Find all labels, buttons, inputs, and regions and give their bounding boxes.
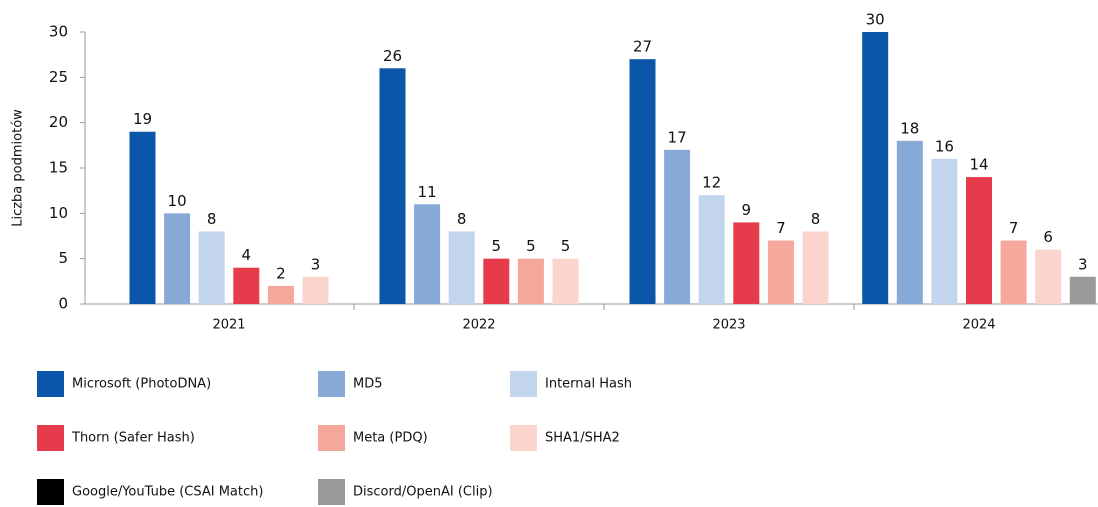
bar bbox=[517, 258, 544, 304]
data-label: 7 bbox=[1009, 219, 1019, 237]
bar bbox=[1000, 240, 1027, 304]
data-label: 9 bbox=[742, 201, 752, 219]
bar bbox=[896, 140, 923, 304]
bar bbox=[931, 158, 958, 304]
data-label: 8 bbox=[457, 210, 467, 228]
bar bbox=[629, 59, 656, 305]
data-label: 10 bbox=[168, 192, 187, 210]
data-label: 5 bbox=[492, 237, 502, 255]
data-label: 8 bbox=[207, 210, 217, 228]
data-label: 18 bbox=[900, 119, 919, 137]
y-tick-label: 0 bbox=[58, 295, 68, 313]
data-label: 19 bbox=[133, 110, 152, 128]
bar bbox=[129, 131, 156, 304]
x-tick-label: 2023 bbox=[712, 318, 745, 333]
bar bbox=[966, 177, 992, 304]
bar bbox=[483, 258, 510, 304]
legend-label: SHA1/SHA2 bbox=[545, 431, 620, 446]
data-label: 8 bbox=[811, 210, 821, 228]
data-label: 17 bbox=[668, 128, 687, 146]
bar bbox=[1035, 249, 1062, 304]
y-tick-label: 30 bbox=[49, 23, 68, 41]
data-label: 3 bbox=[311, 255, 321, 273]
y-tick-label: 15 bbox=[49, 159, 68, 177]
legend-label: MD5 bbox=[353, 377, 383, 392]
x-tick-label: 2024 bbox=[962, 318, 995, 333]
bar bbox=[164, 213, 191, 304]
legend-swatch bbox=[318, 425, 345, 451]
legend-swatch bbox=[37, 371, 64, 397]
legend-label: Thorn (Safer Hash) bbox=[71, 431, 195, 446]
data-label: 5 bbox=[526, 237, 536, 255]
bar bbox=[198, 231, 225, 304]
legend-label: Internal Hash bbox=[545, 377, 632, 392]
y-axis-label: Liczba podmiotów bbox=[11, 109, 26, 227]
bar bbox=[379, 68, 406, 305]
data-label: 12 bbox=[702, 174, 721, 192]
bar bbox=[767, 240, 794, 304]
legend-label: Microsoft (PhotoDNA) bbox=[72, 377, 211, 392]
data-label: 27 bbox=[633, 38, 652, 56]
legend-swatch bbox=[510, 425, 537, 451]
bar bbox=[698, 195, 725, 304]
legend-swatch bbox=[318, 371, 345, 397]
bar bbox=[862, 32, 889, 304]
data-label: 14 bbox=[969, 156, 988, 174]
x-tick-label: 2021 bbox=[212, 318, 245, 333]
legend-swatch bbox=[37, 425, 64, 451]
bar bbox=[414, 204, 441, 304]
data-label: 3 bbox=[1078, 255, 1088, 273]
data-label: 7 bbox=[776, 219, 786, 237]
legend-swatch bbox=[37, 479, 64, 505]
x-tick-label: 2022 bbox=[462, 318, 495, 333]
data-label: 6 bbox=[1043, 228, 1053, 246]
bar bbox=[664, 149, 691, 304]
legend-label: Meta (PDQ) bbox=[353, 431, 428, 446]
bar bbox=[1069, 276, 1096, 304]
y-tick-label: 10 bbox=[49, 204, 68, 222]
data-label: 5 bbox=[561, 237, 571, 255]
bar bbox=[733, 222, 760, 304]
legend-swatch bbox=[510, 371, 537, 397]
bar bbox=[302, 276, 329, 304]
bar bbox=[552, 258, 579, 304]
bar bbox=[448, 231, 475, 304]
bar bbox=[233, 267, 260, 304]
data-label: 16 bbox=[935, 137, 954, 155]
data-label: 11 bbox=[418, 183, 437, 201]
bar bbox=[267, 285, 294, 304]
legend-swatch bbox=[318, 479, 345, 505]
legend-label: Discord/OpenAI (Clip) bbox=[353, 485, 493, 500]
y-tick-label: 20 bbox=[49, 113, 68, 131]
data-label: 30 bbox=[866, 11, 885, 29]
y-tick-label: 5 bbox=[58, 249, 68, 267]
legend-label: Google/YouTube (CSAI Match) bbox=[72, 485, 263, 500]
data-label: 4 bbox=[242, 246, 252, 264]
data-label: 26 bbox=[383, 47, 402, 65]
bar bbox=[802, 231, 829, 304]
y-tick-label: 25 bbox=[49, 68, 68, 86]
data-label: 2 bbox=[276, 264, 286, 282]
